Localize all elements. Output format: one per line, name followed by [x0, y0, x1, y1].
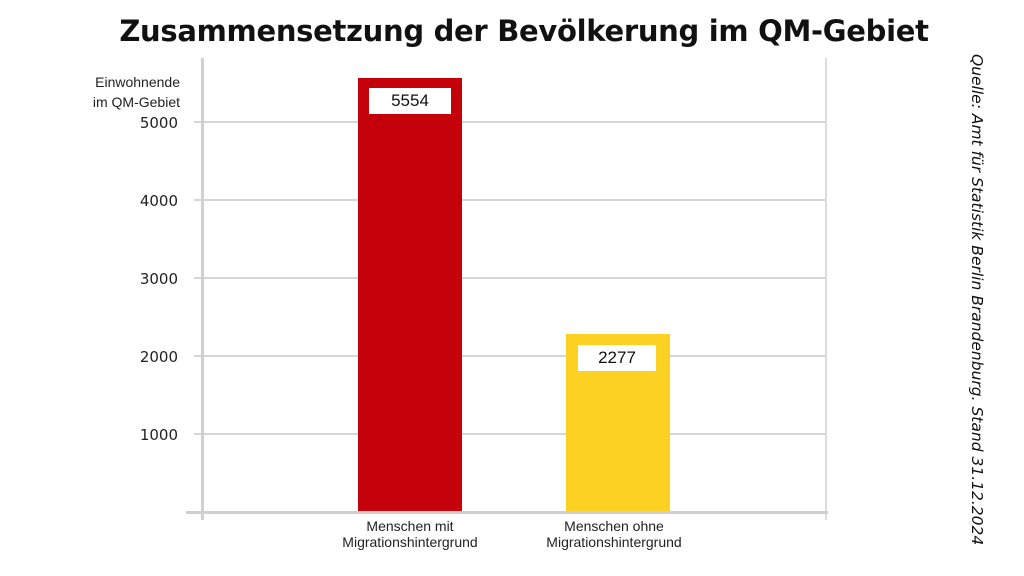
y-tick-4000: 4000	[139, 192, 178, 210]
x-axis-baseline	[186, 511, 828, 514]
y-tick-3000: 3000	[139, 270, 178, 288]
y-axis-label-line1: Einwohnende	[95, 74, 180, 90]
x-category-line2: Migrationshintergrund	[546, 534, 682, 550]
x-category-line1: Menschen mit	[366, 518, 454, 534]
chart-title: Zusammensetzung der Bevölkerung im QM-Ge…	[119, 14, 929, 48]
source-text: Quelle: Amt für Statistik Berlin Branden…	[968, 54, 986, 546]
gridline-4000	[194, 199, 826, 201]
bar-value-label: 2277	[578, 345, 656, 371]
gridline-2000	[194, 355, 826, 357]
y-axis-label-line2: im QM-Gebiet	[92, 94, 180, 110]
x-category-label-ohne: Menschen ohne Migrationshintergrund	[514, 518, 714, 550]
x-category-line2: Migrationshintergrund	[342, 534, 478, 550]
y-tick-1000: 1000	[139, 426, 178, 444]
y-tick-5000: 5000	[139, 114, 178, 132]
source-note: Quelle: Amt für Statistik Berlin Branden…	[964, 54, 994, 554]
y-axis-label: Einwohnende im QM-Gebiet	[60, 72, 180, 112]
y-axis-line	[201, 58, 204, 520]
bar-mit-migrationshintergrund: 5554	[358, 78, 462, 512]
bar-ohne-migrationshintergrund: 2277	[566, 334, 670, 512]
gridline-3000	[194, 277, 826, 279]
gridline-1000	[194, 433, 826, 435]
plot-right-border	[825, 58, 827, 520]
x-category-label-mit: Menschen mit Migrationshintergrund	[310, 518, 510, 550]
gridline-5000	[194, 121, 826, 123]
bar-value-label: 5554	[369, 88, 451, 114]
x-category-line1: Menschen ohne	[564, 518, 664, 534]
y-tick-2000: 2000	[139, 348, 178, 366]
